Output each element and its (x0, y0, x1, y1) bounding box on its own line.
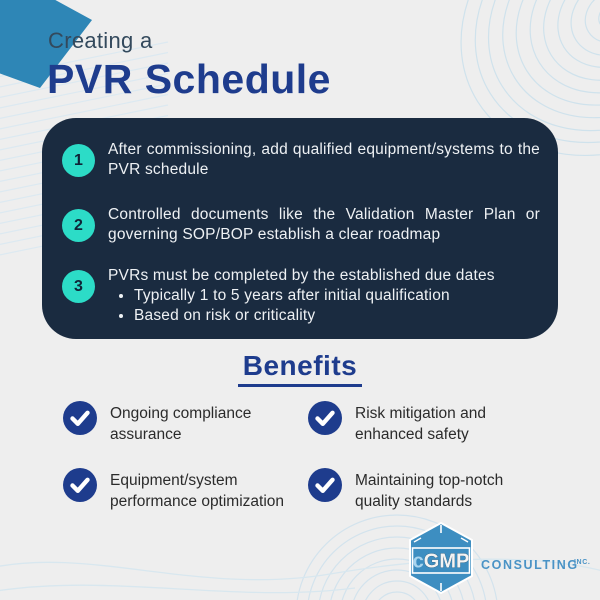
benefit-text: Risk mitigation and enhanced safety (355, 405, 486, 443)
contour-circles-bottom (296, 514, 498, 600)
step-body: After commissioning, add qualified equip… (108, 140, 540, 180)
benefit-text: Ongoing compliance assurance (110, 405, 252, 443)
cgmp-cube-logo: cGMP CONSULTING INC. (409, 522, 590, 594)
step-bullet: Based on risk or criticality (134, 306, 540, 326)
step-number-badge: 3 (62, 270, 95, 303)
benefits-heading-text: Benefits (237, 350, 363, 387)
benefits-grid: Ongoing compliance assurance Risk mitiga… (63, 401, 551, 512)
benefit-item: Ongoing compliance assurance (63, 401, 308, 445)
benefit-item: Maintaining top-notch quality standards (308, 468, 551, 512)
logo-company-text: CONSULTING (481, 558, 579, 572)
logo-cube-text: cGMP (413, 551, 470, 573)
step-bullet-list: Typically 1 to 5 years after initial qua… (108, 286, 540, 326)
wave-lines-bottom (0, 558, 600, 594)
page-title: PVR Schedule (47, 56, 331, 102)
diamond-accent-shape (0, 0, 92, 88)
step-text: After commissioning, add qualified equip… (108, 141, 540, 178)
step-item-3: 3 PVRs must be completed by the establis… (62, 266, 540, 326)
step-bullet: Typically 1 to 5 years after initial qua… (134, 286, 540, 306)
step-body: Controlled documents like the Validation… (108, 205, 540, 245)
check-icon (63, 401, 97, 435)
step-number-badge: 1 (62, 144, 95, 177)
contour-lines-top-right (460, 0, 600, 157)
benefit-text: Equipment/system performance optimizatio… (110, 472, 285, 510)
step-item-1: 1 After commissioning, add qualified equ… (62, 140, 540, 180)
benefits-heading: Benefits (0, 350, 600, 387)
step-text: PVRs must be completed by the establishe… (108, 267, 495, 284)
step-number-badge: 2 (62, 209, 95, 242)
check-icon (308, 468, 342, 502)
step-text: Controlled documents like the Validation… (108, 206, 540, 243)
check-icon (308, 401, 342, 435)
logo-suffix-text: INC. (574, 559, 590, 566)
header: Creating a PVR Schedule (47, 28, 331, 101)
check-icon (63, 468, 97, 502)
benefit-text: Maintaining top-notch quality standards (355, 472, 504, 510)
step-body: PVRs must be completed by the establishe… (108, 266, 540, 326)
step-item-2: 2 Controlled documents like the Validati… (62, 205, 540, 245)
header-eyebrow: Creating a (48, 28, 153, 53)
benefit-item: Risk mitigation and enhanced safety (308, 401, 551, 445)
steps-card: 1 After commissioning, add qualified equ… (42, 118, 558, 339)
company-logo: cGMP CONSULTING INC. (402, 520, 592, 600)
benefit-item: Equipment/system performance optimizatio… (63, 468, 308, 512)
